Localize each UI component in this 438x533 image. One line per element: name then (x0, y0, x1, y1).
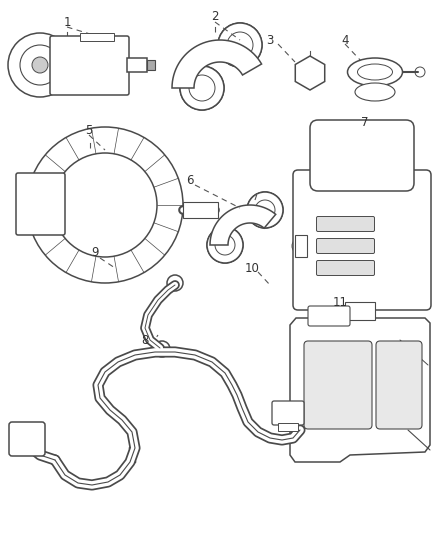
Polygon shape (290, 318, 430, 462)
Circle shape (351, 141, 373, 163)
Text: 3: 3 (266, 34, 274, 46)
Circle shape (180, 66, 224, 110)
Circle shape (189, 75, 215, 101)
Bar (295, 235, 307, 257)
Circle shape (154, 341, 170, 357)
Bar (183, 202, 218, 218)
Circle shape (207, 227, 243, 263)
Bar (278, 423, 298, 431)
FancyBboxPatch shape (9, 422, 45, 456)
Polygon shape (210, 205, 276, 245)
Circle shape (32, 57, 48, 73)
FancyBboxPatch shape (272, 401, 304, 425)
Circle shape (180, 66, 224, 110)
Text: 8: 8 (141, 334, 148, 346)
FancyBboxPatch shape (310, 120, 414, 191)
Circle shape (301, 64, 319, 82)
Circle shape (415, 67, 425, 77)
FancyBboxPatch shape (304, 341, 372, 429)
Circle shape (27, 127, 183, 283)
Bar (345, 302, 375, 320)
FancyBboxPatch shape (308, 306, 350, 326)
Circle shape (215, 235, 235, 255)
FancyBboxPatch shape (317, 261, 374, 276)
Circle shape (189, 75, 215, 101)
Polygon shape (172, 40, 261, 88)
Circle shape (292, 238, 308, 254)
Ellipse shape (347, 58, 403, 86)
Ellipse shape (357, 64, 392, 80)
Text: 7: 7 (361, 116, 369, 128)
Text: 10: 10 (244, 262, 259, 274)
Circle shape (218, 23, 262, 67)
Circle shape (255, 200, 275, 220)
Text: 9: 9 (91, 246, 99, 260)
FancyBboxPatch shape (317, 216, 374, 231)
Text: 11: 11 (332, 296, 347, 310)
Circle shape (215, 235, 235, 255)
Circle shape (53, 153, 157, 257)
Circle shape (247, 192, 283, 228)
Circle shape (207, 227, 243, 263)
Circle shape (167, 275, 183, 291)
Circle shape (20, 45, 60, 85)
FancyBboxPatch shape (293, 170, 431, 310)
Polygon shape (295, 56, 325, 90)
Text: 1: 1 (63, 15, 71, 28)
FancyBboxPatch shape (317, 238, 374, 254)
Circle shape (255, 200, 275, 220)
Circle shape (8, 33, 72, 97)
Circle shape (227, 32, 253, 58)
FancyBboxPatch shape (376, 341, 422, 429)
Text: 6: 6 (186, 174, 194, 187)
Circle shape (247, 192, 283, 228)
FancyBboxPatch shape (16, 173, 65, 235)
Circle shape (218, 23, 262, 67)
Text: 4: 4 (341, 34, 349, 46)
Bar (147, 60, 155, 70)
Ellipse shape (355, 83, 395, 101)
Bar (127, 58, 147, 72)
FancyBboxPatch shape (50, 36, 129, 95)
Circle shape (227, 32, 253, 58)
Bar (80, 33, 114, 41)
Circle shape (342, 132, 382, 172)
Text: 5: 5 (85, 124, 93, 136)
Text: 2: 2 (211, 11, 219, 23)
